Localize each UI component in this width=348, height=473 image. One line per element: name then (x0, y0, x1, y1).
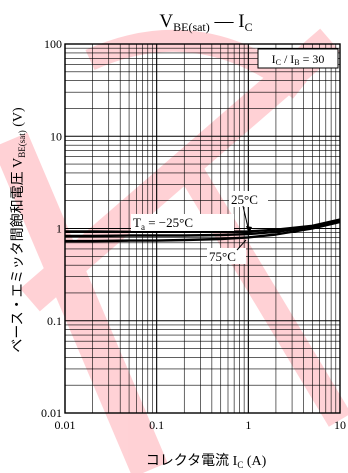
title-var: I (238, 11, 244, 32)
series-line-2 (65, 220, 341, 243)
watermark-stroke-3 (178, 163, 348, 427)
x-axis-label-unit: (A) (243, 454, 266, 469)
y-tick-label: 10 (50, 129, 62, 143)
x-tick-label: 0.1 (149, 418, 164, 432)
title-main-sub: BE(sat) (173, 20, 210, 34)
condition-label: IC / IB = 30 (272, 52, 325, 67)
x-axis-label-text: コレクタ電流 I (146, 453, 238, 469)
condition-b-sub: B (294, 58, 299, 67)
condition-a: I (272, 52, 276, 66)
condition-b: I (290, 52, 294, 66)
condition-eq: = 30 (300, 52, 325, 66)
y-tick-label: 1 (56, 222, 62, 236)
y-axis-label-text: ベース・エミッタ間飽和電圧 V (9, 158, 26, 353)
series-line-0 (65, 218, 341, 233)
series-label-neg25: Ta = −25°C (133, 215, 193, 232)
plot-frame (64, 43, 341, 414)
title-var-sub: C (245, 20, 253, 34)
x-tick-label: 10 (334, 418, 346, 432)
series-label-neg25-t: T (133, 215, 141, 230)
condition-box (257, 48, 339, 69)
y-tick-label: 100 (44, 37, 62, 51)
series-line-1 (65, 219, 341, 238)
y-axis-label-sub: BE(sat) (17, 130, 27, 158)
series-lines (65, 218, 341, 243)
y-tick-label: 0.01 (41, 406, 62, 420)
condition-a-sub: C (276, 58, 281, 67)
series-label-neg25-sub: a (141, 222, 145, 232)
series-label-25: 25°C (231, 192, 258, 207)
condition-slash: / (281, 52, 290, 66)
series-label-75: 75°C (209, 249, 236, 264)
y-axis-label: ベース・エミッタ間飽和電圧 VBE(sat) (V) (9, 107, 27, 353)
x-axis-label-sub: C (237, 460, 243, 470)
leader-arrow-25 (246, 226, 252, 234)
x-tick-label: 0.01 (55, 418, 76, 432)
series-label-neg25-rest: = −25°C (145, 215, 193, 230)
series-label-bg-neg25 (131, 214, 234, 231)
y-axis-label-unit: (V) (11, 107, 26, 130)
y-tick-label: 0.1 (47, 314, 62, 328)
chart-title: VBE(sat) — IC (159, 11, 252, 34)
tick-labels: 0.01 0.1 1 10 0.01 0.1 1 10 100 (41, 37, 346, 432)
series-label-bg-25 (229, 191, 268, 207)
watermark-stroke-2 (20, 28, 340, 312)
leader-line-75 (236, 239, 247, 251)
watermark-stroke-1 (0, 132, 168, 473)
title-main: V (159, 11, 173, 32)
series-label-bg-75 (207, 248, 246, 264)
x-axis-label: コレクタ電流 IC (A) (146, 453, 267, 470)
title-dash: — (210, 11, 239, 32)
x-tick-label: 1 (245, 418, 251, 432)
